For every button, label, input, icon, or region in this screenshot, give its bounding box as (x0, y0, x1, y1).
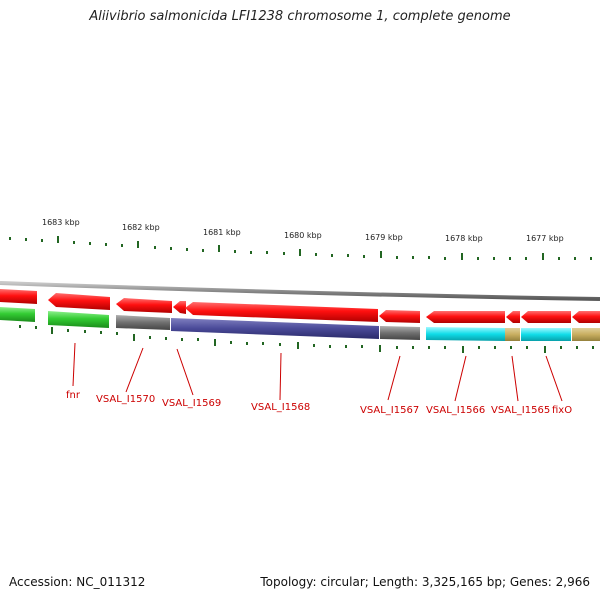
gene-segment (426, 327, 505, 341)
gene-label-vsal-i1567: VSAL_I1567 (360, 405, 419, 416)
gene-segment (380, 326, 420, 340)
scale-label: 1680 kbp (284, 231, 322, 240)
gene-segment (521, 328, 571, 341)
gene-label-fixo: fixO (552, 405, 572, 416)
gene-label-vsal-i1565: VSAL_I1565 (491, 405, 550, 416)
gene-labels: fnr VSAL_I1570 VSAL_I1569 VSAL_I1568 VSA… (66, 390, 572, 416)
scale-label: 1682 kbp (122, 223, 160, 232)
scale-label: 1679 kbp (365, 233, 403, 242)
gene-segment (505, 328, 520, 341)
gene-arrow (426, 311, 505, 323)
lower-tick-ring (19, 325, 594, 353)
scale-label: 1681 kbp (203, 228, 241, 237)
topology-text: Topology: circular; Length: 3,325,165 bp… (260, 575, 590, 589)
gene-arrow (116, 298, 172, 313)
scale-label: 1683 kbp (42, 218, 80, 227)
label-leaders (72, 342, 563, 402)
gene-segment (572, 328, 600, 341)
gene-segment (171, 318, 379, 339)
gene-segment (48, 311, 109, 328)
feature-track (0, 307, 600, 341)
gene-arrow (521, 311, 571, 323)
gene-arrow (572, 311, 600, 323)
scale-label: 1677 kbp (526, 234, 564, 243)
map-title: Aliivibrio salmonicida LFI1238 chromosom… (89, 9, 511, 24)
gene-segment (0, 307, 35, 322)
gene-arrow (185, 302, 378, 322)
gene-label-vsal-i1566: VSAL_I1566 (426, 405, 485, 416)
gene-label-vsal-i1569: VSAL_I1569 (162, 398, 221, 409)
gene-arrow (379, 310, 420, 323)
gene-label-vsal-i1570: VSAL_I1570 (96, 394, 155, 405)
gene-label-fnr: fnr (66, 390, 81, 401)
upper-tick-ring (9, 236, 592, 260)
gene-label-vsal-i1568: VSAL_I1568 (251, 402, 310, 413)
scale-label: 1678 kbp (445, 234, 483, 243)
forward-gene-track (0, 289, 600, 323)
gene-arrow (173, 301, 186, 314)
gene-arrow (0, 289, 37, 304)
gene-arrow (48, 293, 110, 310)
gene-arrow (506, 311, 520, 323)
chromosome-backbone (0, 281, 600, 301)
accession-text: Accession: NC_011312 (9, 575, 146, 589)
scale-labels: 1683 kbp 1682 kbp 1681 kbp 1680 kbp 1679… (42, 218, 564, 243)
gene-segment (116, 315, 170, 330)
